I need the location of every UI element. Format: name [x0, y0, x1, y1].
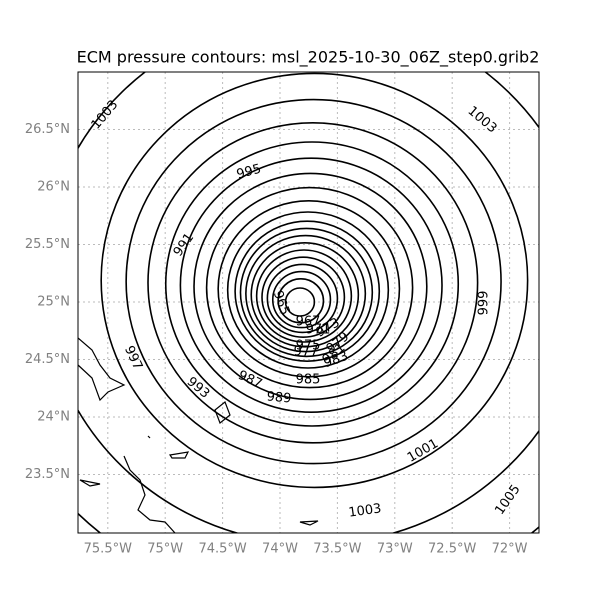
- contour-line: [234, 220, 381, 363]
- contour-line: [147, 121, 479, 444]
- contour-label: 985: [296, 373, 321, 388]
- contour-label: 975: [296, 339, 321, 354]
- contour-line: [250, 241, 360, 348]
- contour-label: 971: [306, 323, 331, 338]
- contour-line: [245, 234, 367, 353]
- contour-label: 993: [184, 374, 213, 401]
- contour-label: 997: [121, 344, 145, 373]
- contour-line: [179, 157, 443, 414]
- contour-label: 1003: [465, 104, 500, 137]
- lat-tick-label: 25.5°N: [25, 237, 70, 252]
- plot-frame: [77, 71, 540, 534]
- lat-tick-label: 25°N: [37, 295, 70, 310]
- contour-label: 1003: [89, 98, 122, 133]
- contour-line: [164, 141, 460, 427]
- contour-label: 995: [235, 162, 263, 183]
- contour-line: [277, 277, 325, 324]
- lon-tick-label: 75°W: [147, 542, 183, 557]
- contour-line: [266, 263, 339, 334]
- lon-tick-label: 72.5°W: [428, 542, 476, 557]
- contour-line: [78, 72, 539, 533]
- lon-tick-label: 72°W: [492, 542, 528, 557]
- lon-tick-label: 75.5°W: [84, 542, 132, 557]
- contour-line: [239, 227, 374, 358]
- lat-tick-label: 26°N: [37, 180, 70, 195]
- contour-line: [255, 249, 353, 343]
- contour-line: [284, 287, 316, 317]
- contour-line: [217, 199, 401, 378]
- contour-label: 967: [296, 315, 321, 330]
- contour-label: 1003: [348, 501, 383, 520]
- map-title: ECM pressure contours: msl_2025-10-30_06…: [77, 48, 540, 68]
- lat-tick-label: 23.5°N: [25, 467, 70, 482]
- contour-label: 977: [294, 345, 319, 360]
- lon-tick-label: 73°W: [377, 542, 413, 557]
- contour-line: [193, 172, 428, 401]
- lat-tick-label: 24°N: [37, 410, 70, 425]
- contour-line: [271, 270, 332, 329]
- contour-line: [205, 186, 414, 389]
- coastline: [78, 337, 319, 533]
- contour-line: [125, 98, 502, 465]
- lat-tick-label: 26.5°N: [25, 122, 70, 137]
- contour-label: 999: [477, 291, 492, 316]
- lon-tick-label: 74.5°W: [198, 542, 246, 557]
- contour-label: 989: [266, 389, 292, 406]
- lon-tick-label: 73.5°W: [313, 542, 361, 557]
- lon-tick-label: 74°W: [262, 542, 298, 557]
- lat-tick-label: 24.5°N: [25, 352, 70, 367]
- contour-label: 1001: [405, 436, 441, 466]
- contour-line: [226, 211, 390, 369]
- contour-label: 1005: [492, 482, 523, 518]
- contour-line: [100, 72, 529, 489]
- contour-line: [261, 256, 346, 339]
